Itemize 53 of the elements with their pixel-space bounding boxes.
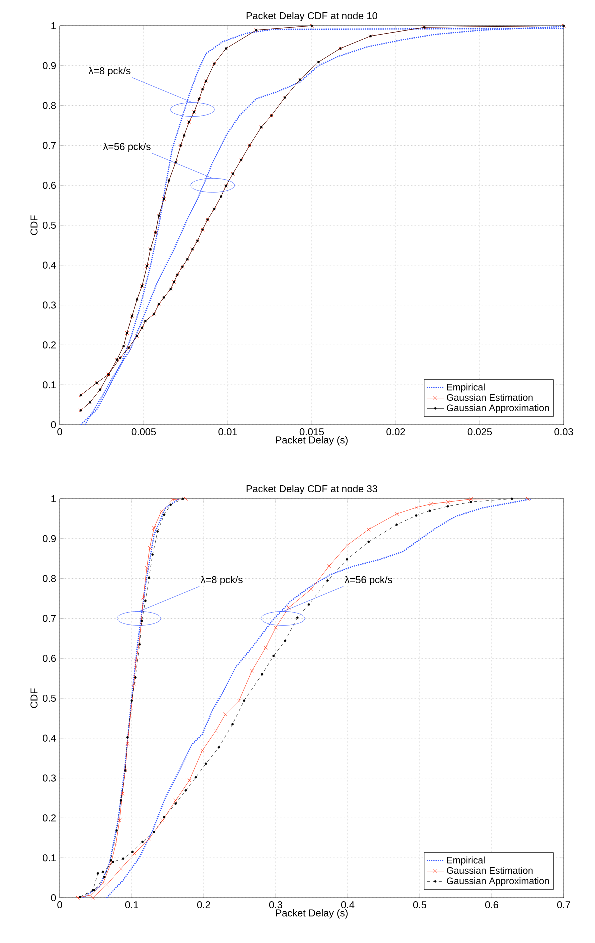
annotation: λ=56 pck/s [344, 576, 392, 586]
x-tick-label: 0.7 [557, 902, 570, 909]
y-tick-label: 0.9 [43, 535, 56, 542]
y-tick-label: 0.4 [43, 734, 56, 742]
legend-label: Gaussian Approximation [447, 877, 550, 886]
x-tick-label: 0 [58, 428, 62, 436]
x-tick-label: 0.4 [341, 902, 355, 909]
legend-label: Gaussian Estimation [447, 867, 533, 874]
y-tick-label: 0.6 [43, 655, 56, 662]
x-tick-label: 0.1 [125, 902, 138, 909]
x-tick-label: 0.015 [300, 428, 324, 436]
y-tick-label: 1 [52, 22, 56, 30]
x-tick-label: 0.6 [485, 902, 498, 909]
y-tick-label: 0.5 [43, 694, 56, 702]
y-tick-label: 0.9 [43, 62, 56, 70]
x-axis-title: Packet Delay (s) [276, 436, 348, 446]
y-tick-label: 0.6 [43, 182, 56, 190]
x-tick-label: 0.02 [386, 428, 406, 436]
x-tick-label: 0.2 [197, 902, 210, 909]
y-tick-label: 0.8 [43, 102, 56, 110]
annotation: λ=8 pck/s [200, 576, 243, 586]
chart-title: Packet Delay CDF at node 10 [246, 12, 378, 22]
legend-label: Gaussian Estimation [447, 394, 533, 402]
y-axis-title: CDF [30, 216, 38, 236]
x-tick-label: 0.5 [413, 902, 427, 909]
y-axis-title: CDF [30, 688, 38, 708]
legend-label: Gaussian Approximation [447, 404, 550, 414]
y-tick-label: 0.2 [43, 814, 56, 822]
x-tick-label: 0.3 [269, 902, 282, 909]
y-tick-label: 0.8 [43, 575, 56, 582]
chart-title: Packet Delay CDF at node 33 [246, 485, 378, 494]
x-tick-label: 0.025 [468, 428, 492, 436]
legend-label: Empirical [447, 384, 485, 393]
y-tick-label: 0 [51, 421, 56, 429]
y-tick-label: 0 [51, 894, 56, 902]
annotation: λ=8 pck/s [88, 67, 131, 77]
y-tick-label: 0.5 [43, 222, 56, 230]
y-tick-label: 0.7 [43, 615, 56, 622]
y-tick-label: 0.3 [43, 774, 56, 782]
x-axis-title: Packet Delay (s) [276, 909, 348, 919]
y-tick-label: 0.1 [43, 382, 56, 389]
x-tick-label: 0.01 [218, 428, 238, 436]
x-tick-label: 0.03 [554, 428, 574, 436]
y-tick-label: 0.2 [43, 342, 56, 349]
legend-label: Empirical [447, 856, 485, 866]
y-tick-label: 0.7 [43, 142, 56, 150]
y-tick-label: 0.3 [43, 302, 56, 309]
x-tick-label: 0.005 [132, 428, 156, 436]
y-tick-label: 0.1 [43, 854, 56, 862]
annotation: λ=56 pck/s [103, 143, 151, 152]
x-tick-label: 0 [58, 902, 62, 909]
y-tick-label: 0.4 [43, 262, 56, 269]
y-tick-label: 1 [52, 496, 56, 502]
